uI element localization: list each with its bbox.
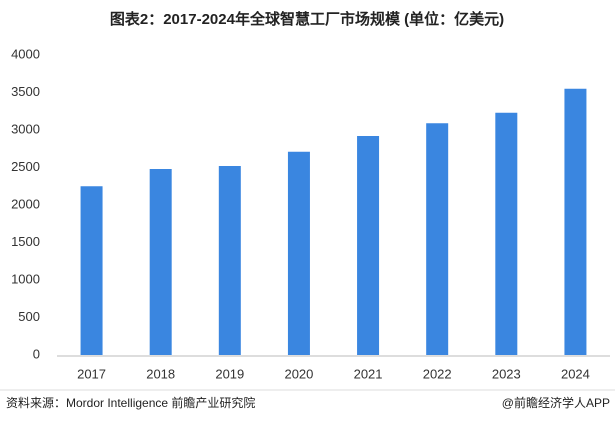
y-tick-label: 2000 [11, 196, 40, 211]
y-tick-label: 1000 [11, 271, 40, 286]
x-tick-label: 2019 [215, 366, 244, 381]
bar [149, 169, 172, 355]
y-tick-label: 0 [33, 346, 40, 361]
bar [426, 123, 449, 355]
y-tick-label: 3000 [11, 121, 40, 136]
x-tick-label: 2023 [492, 366, 521, 381]
x-tick-label: 2020 [284, 366, 313, 381]
x-tick-label: 2024 [561, 366, 590, 381]
bar [357, 136, 380, 355]
x-tick-label: 2022 [423, 366, 452, 381]
y-tick-label: 1500 [11, 234, 40, 249]
chart-title: 图表2：2017-2024年全球智慧工厂市场规模 (单位：亿美元) [110, 10, 504, 28]
bar [287, 151, 310, 355]
bar [495, 112, 518, 355]
y-tick-label: 4000 [11, 46, 40, 61]
credit: @前瞻经济学人APP [502, 395, 610, 410]
y-tick-label: 2500 [11, 159, 40, 174]
source: 资料来源：Mordor Intelligence 前瞻产业研究院 [6, 395, 255, 410]
x-tick-label: 2017 [77, 366, 106, 381]
bar [564, 88, 587, 355]
bar [218, 166, 241, 355]
y-tick-label: 3500 [11, 84, 40, 99]
x-tick-label: 2021 [354, 366, 383, 381]
bar [80, 186, 103, 355]
y-tick-label: 500 [18, 309, 40, 324]
x-tick-label: 2018 [146, 366, 175, 381]
